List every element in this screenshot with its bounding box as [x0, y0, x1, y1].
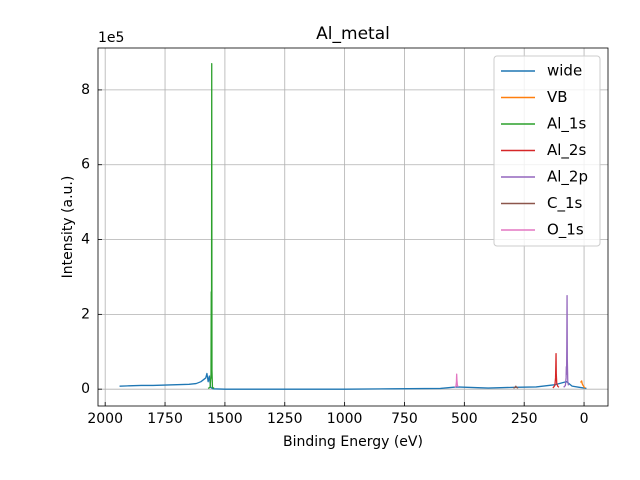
legend-box	[493, 55, 601, 247]
series-line	[563, 294, 570, 388]
chart-title: Al_metal	[316, 24, 390, 44]
legend-label: O_1s	[547, 221, 584, 240]
y-tick-label: 4	[81, 232, 90, 248]
x-tick-label: 0	[580, 411, 589, 427]
axes-frame	[97, 47, 609, 407]
y-tick-label: 8	[81, 82, 90, 98]
x-tick-label: 750	[391, 411, 418, 427]
x-tick-label: 250	[511, 411, 538, 427]
legend-label: C_1s	[547, 194, 583, 213]
x-tick-label: 1000	[327, 411, 363, 427]
series-line	[207, 63, 215, 389]
x-tick-label: 1250	[267, 411, 303, 427]
y-tick-label: 0	[81, 381, 90, 397]
x-tick-label: 1750	[147, 411, 183, 427]
y-offset-label: 1e5	[98, 30, 124, 46]
legend-label: wide	[547, 62, 582, 80]
series-line	[119, 372, 587, 390]
y-axis-label: Intensity (a.u.)	[60, 176, 76, 279]
legend-label: Al_2s	[547, 141, 586, 160]
y-tick-label: 6	[81, 157, 90, 173]
series-line	[513, 385, 519, 389]
x-axis-label: Binding Energy (eV)	[283, 434, 423, 450]
series-line	[579, 380, 586, 389]
x-tick-label: 500	[451, 411, 478, 427]
series-line	[552, 352, 560, 389]
x-tick-label: 2000	[87, 411, 123, 427]
legend: wide VB Al_1s Al_2s Al_2p C_1s O_1s	[493, 55, 601, 247]
legend-label: VB	[547, 88, 568, 106]
x-tick-label: 1500	[207, 411, 243, 427]
legend-label: Al_2p	[547, 168, 588, 187]
plot-lines	[119, 63, 587, 390]
series-line	[454, 373, 459, 388]
y-tick-label: 2	[81, 306, 90, 322]
legend-label: Al_1s	[547, 115, 586, 134]
